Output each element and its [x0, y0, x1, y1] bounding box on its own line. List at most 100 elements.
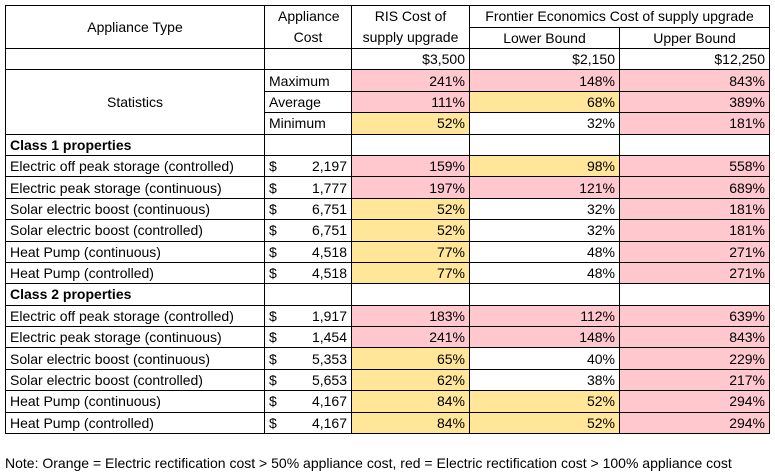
- lower-pct: 52%: [469, 390, 620, 413]
- ris-pct: 65%: [351, 347, 470, 370]
- cost-value: 5,353: [311, 350, 347, 367]
- cost-value: 4,167: [311, 393, 347, 410]
- ris-pct: 77%: [351, 261, 470, 285]
- upper-pct: 229%: [619, 347, 770, 370]
- header-lower-bound: Lower Bound: [469, 26, 620, 49]
- currency-symbol: $: [269, 265, 277, 282]
- blank-cell: [619, 133, 770, 156]
- cost-wrapper: $4,167: [269, 413, 347, 432]
- appliance-cost: $6,751: [264, 197, 352, 221]
- lower-pct: 148%: [469, 69, 620, 92]
- upper-pct: 271%: [619, 240, 770, 263]
- lower-pct: 112%: [469, 304, 620, 328]
- cost-wrapper: $1,917: [269, 306, 347, 325]
- appliance-type: Electric peak storage (continuous): [5, 176, 265, 199]
- cost-wrapper: $2,197: [269, 156, 347, 175]
- appliance-cost: $4,518: [264, 261, 352, 285]
- ris-pct: 84%: [351, 390, 470, 413]
- appliance-cost: $6,751: [264, 219, 352, 242]
- lower-pct: 40%: [469, 347, 620, 370]
- cost-wrapper: $1,777: [269, 178, 347, 197]
- table-row: Solar electric boost (controlled) $6,751 5…: [5, 219, 770, 242]
- appliance-cost: $5,653: [264, 368, 352, 392]
- currency-symbol: $: [269, 329, 277, 346]
- class1-heading-row: Class 1 properties: [5, 133, 770, 156]
- appliance-type: Solar electric boost (continuous): [5, 347, 265, 370]
- statistic-name: Minimum: [264, 112, 352, 135]
- lower-pct: 48%: [469, 240, 620, 263]
- table-row: Heat Pump (continuous) $4,518 77% 48% 271%: [5, 240, 770, 263]
- ris-pct: 52%: [351, 197, 470, 221]
- header-appliance-type: Appliance Type: [5, 5, 265, 49]
- cost-value: 4,167: [311, 414, 347, 431]
- header-upper-value: $12,250: [619, 47, 770, 71]
- appliance-type: Solar electric boost (controlled): [5, 368, 265, 392]
- header-blank-1: [5, 48, 265, 71]
- table-row: Heat Pump (continuous) $4,167 84% 52% 294%: [5, 390, 770, 413]
- cost-value: 2,197: [311, 158, 347, 175]
- upper-pct: 389%: [619, 90, 770, 114]
- upper-pct: 181%: [619, 219, 770, 242]
- currency-symbol: $: [269, 158, 277, 175]
- cost-wrapper: $1,454: [269, 328, 347, 347]
- lower-pct: 48%: [469, 261, 620, 285]
- header-row-1: Appliance Type Appliance Cost RIS Cost o…: [5, 5, 770, 49]
- header-ris-value: $3,500: [351, 47, 470, 71]
- statistic-name: Average: [264, 90, 352, 114]
- cost-value: 4,518: [311, 265, 347, 282]
- ris-pct: 111%: [351, 90, 470, 114]
- cost-wrapper: $4,518: [269, 263, 347, 282]
- lower-pct: 32%: [469, 219, 620, 242]
- table-row: Electric off peak storage (controlled) $2…: [5, 154, 770, 178]
- blank-cell: [469, 133, 620, 156]
- header-blank-2: [264, 48, 352, 71]
- appliance-type: Solar electric boost (controlled): [5, 219, 265, 242]
- statistic-name: Maximum: [264, 69, 352, 92]
- appliance-type: Heat Pump (continuous): [5, 390, 265, 413]
- ris-pct: 197%: [351, 176, 470, 199]
- ris-pct: 159%: [351, 154, 470, 178]
- cost-value: 1,917: [311, 307, 347, 324]
- cost-wrapper: $4,518: [269, 242, 347, 261]
- table-row: Heat Pump (controlled) $4,167 84% 52% 294%: [5, 411, 770, 435]
- currency-symbol: $: [269, 179, 277, 196]
- currency-symbol: $: [269, 307, 277, 324]
- currency-symbol: $: [269, 414, 277, 431]
- cost-wrapper: $6,751: [269, 199, 347, 218]
- appliance-cost: $2,197: [264, 154, 352, 178]
- cost-wrapper: $6,751: [269, 221, 347, 240]
- upper-pct: 217%: [619, 368, 770, 392]
- header-row-3: $3,500 $2,150 $12,250: [5, 47, 770, 71]
- header-frontier: Frontier Economics Cost of supply upgrad…: [469, 5, 770, 28]
- blank-cell: [469, 283, 620, 306]
- ris-pct: 77%: [351, 240, 470, 263]
- appliance-cost: $4,518: [264, 240, 352, 263]
- cost-wrapper: $5,653: [269, 370, 347, 389]
- upper-pct: 181%: [619, 197, 770, 221]
- table-row: Electric off peak storage (controlled) $1…: [5, 304, 770, 328]
- upper-pct: 843%: [619, 69, 770, 92]
- header-appliance-cost: Appliance Cost: [264, 5, 352, 49]
- appliance-cost: $1,777: [264, 176, 352, 199]
- cost-value: 1,454: [311, 329, 347, 346]
- appliance-type: Electric peak storage (continuous): [5, 326, 265, 349]
- upper-pct: 639%: [619, 304, 770, 328]
- appliance-type: Electric off peak storage (controlled): [5, 154, 265, 178]
- upper-pct: 271%: [619, 261, 770, 285]
- header-ris-cost: RIS Cost of supply upgrade: [351, 5, 470, 49]
- cost-value: 6,751: [311, 222, 347, 239]
- table-row: Solar electric boost (controlled) $5,653 6…: [5, 368, 770, 392]
- class1-heading: Class 1 properties: [5, 133, 265, 156]
- currency-symbol: $: [269, 222, 277, 239]
- cost-wrapper: $4,167: [269, 392, 347, 411]
- blank-cell: [619, 283, 770, 306]
- upper-pct: 689%: [619, 176, 770, 199]
- appliance-cost: $4,167: [264, 390, 352, 413]
- statistics-row: Statistics Maximum 241% 148% 843%: [5, 69, 770, 135]
- currency-symbol: $: [269, 372, 277, 389]
- upper-pct: 294%: [619, 390, 770, 413]
- header-lower-value: $2,150: [469, 47, 620, 71]
- cost-value: 1,777: [311, 179, 347, 196]
- table-row: Solar electric boost (continuous) $5,353 6…: [5, 347, 770, 370]
- appliance-type: Electric off peak storage (controlled): [5, 304, 265, 328]
